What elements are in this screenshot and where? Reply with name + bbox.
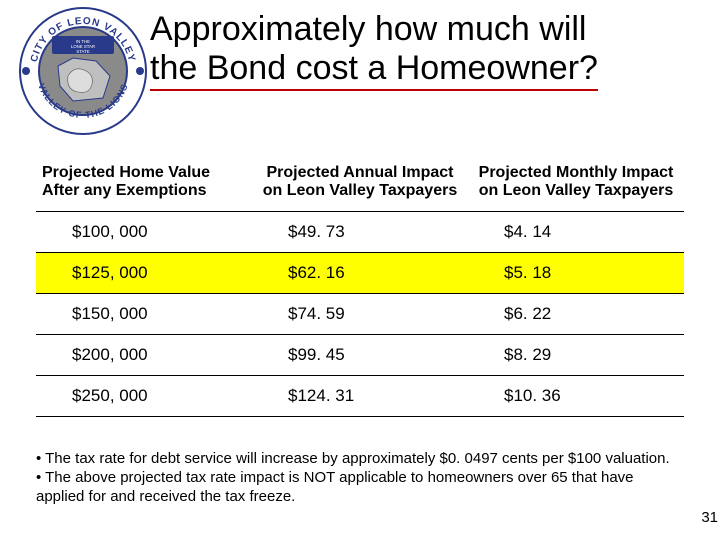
table-cell-home_value: $100, 000	[36, 211, 252, 252]
table-cell-home_value: $125, 000	[36, 252, 252, 293]
col-header-home-value: Projected Home Value After any Exemption…	[36, 160, 252, 211]
col-header-monthly: Projected Monthly Impact on Leon Valley …	[468, 160, 684, 211]
table-cell-monthly: $5. 18	[468, 252, 684, 293]
table-row: $150, 000$74. 59$6. 22	[36, 293, 684, 334]
table-cell-annual: $99. 45	[252, 334, 468, 375]
cost-table: Projected Home Value After any Exemption…	[36, 160, 684, 417]
table-row: $200, 000$99. 45$8. 29	[36, 334, 684, 375]
table-cell-home_value: $250, 000	[36, 375, 252, 416]
table-header-row: Projected Home Value After any Exemption…	[36, 160, 684, 211]
footnotes: • The tax rate for debt service will inc…	[36, 450, 676, 506]
table-row: $100, 000$49. 73$4. 14	[36, 211, 684, 252]
table-cell-home_value: $200, 000	[36, 334, 252, 375]
seal-banner-line3: STATE	[76, 49, 89, 54]
page-number: 31	[701, 509, 718, 526]
col-header-annual: Projected Annual Impact on Leon Valley T…	[252, 160, 468, 211]
table-cell-annual: $62. 16	[252, 252, 468, 293]
table-cell-annual: $49. 73	[252, 211, 468, 252]
table-cell-monthly: $8. 29	[468, 334, 684, 375]
footnote-1: • The tax rate for debt service will inc…	[36, 450, 676, 469]
title-line-2: the Bond cost a Homeowner?	[150, 49, 598, 91]
table-cell-annual: $124. 31	[252, 375, 468, 416]
table-cell-monthly: $10. 36	[468, 375, 684, 416]
table-cell-monthly: $6. 22	[468, 293, 684, 334]
slide-title: Approximately how much will the Bond cos…	[150, 10, 710, 88]
footnote-2: • The above projected tax rate impact is…	[36, 469, 676, 507]
table-cell-annual: $74. 59	[252, 293, 468, 334]
table-row: $250, 000$124. 31$10. 36	[36, 375, 684, 416]
title-line-1: Approximately how much will	[150, 10, 587, 48]
table-row: $125, 000$62. 16$5. 18	[36, 252, 684, 293]
table-cell-home_value: $150, 000	[36, 293, 252, 334]
city-seal-logo: CITY OF LEON VALLEY VALLEY OF THE LIONS …	[18, 6, 148, 136]
table-cell-monthly: $4. 14	[468, 211, 684, 252]
